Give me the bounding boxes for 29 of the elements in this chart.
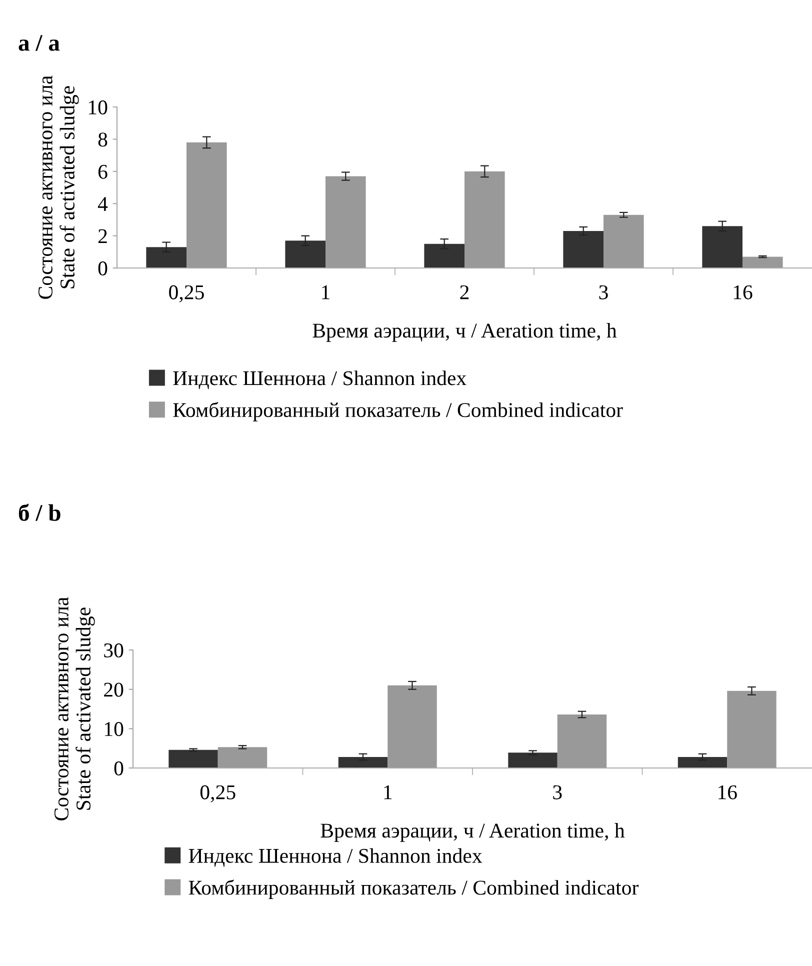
x-tick-label: 3 xyxy=(599,285,608,300)
x-tick-label: 3 xyxy=(553,785,562,800)
y-tick-label: 4 xyxy=(98,197,108,211)
x-tick-label: 16 xyxy=(734,285,752,300)
y-tick-label: 10 xyxy=(104,722,124,736)
x-tick-label: 1 xyxy=(322,285,330,300)
y-tick-label: 2 xyxy=(98,229,107,244)
y-tick-label: 10 xyxy=(88,100,108,114)
y-axis-title: Состояние активного ила State of activated sludge xyxy=(54,597,95,820)
legend-label: Комбинированный показатель / Combined indicator xyxy=(173,402,623,422)
y-tick-label: 20 xyxy=(104,682,124,697)
y-tick-label: 8 xyxy=(98,132,108,147)
y-tick-label: 6 xyxy=(98,164,108,179)
legend-label: Индекс Шеннона / Shannon index xyxy=(188,848,482,867)
y-tick-label: 30 xyxy=(104,643,124,658)
x-tick-label: 0,25 xyxy=(200,785,236,802)
y-tick-label: 0 xyxy=(114,761,124,776)
y-tick-label: 0 xyxy=(98,261,108,276)
x-tick-label: 16 xyxy=(718,785,737,800)
x-tick-label: 2 xyxy=(460,285,469,300)
x-axis-title: Время аэрации, ч / Aeration time, h xyxy=(312,323,617,342)
x-tick-label: 1 xyxy=(384,785,392,800)
chart-title: а / a xyxy=(18,35,60,51)
y-axis-title: Состояние активного ила State of activated sludge xyxy=(38,76,79,299)
x-tick-label: 0,25 xyxy=(169,285,204,302)
chart-title: б / b xyxy=(18,504,60,521)
legend-label: Комбинированный показатель / Combined indicator xyxy=(188,880,639,899)
legend-label: Индекс Шеннона / Shannon index xyxy=(173,370,466,390)
x-axis-title: Время аэрации, ч / Aeration time, h xyxy=(320,823,625,842)
